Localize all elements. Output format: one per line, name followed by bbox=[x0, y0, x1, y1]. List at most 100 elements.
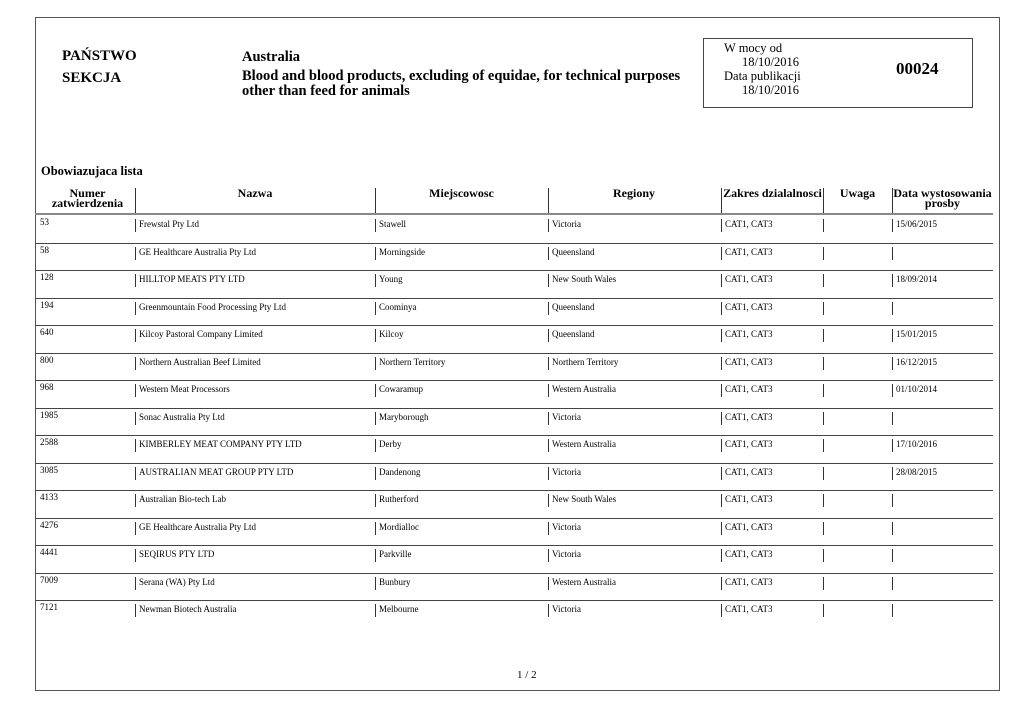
cell-request-date bbox=[892, 246, 896, 260]
cell-number: 800 bbox=[40, 354, 54, 365]
cell-region: Victoria bbox=[548, 521, 581, 535]
table-row: 4133 Australian Bio-tech Lab Rutherford New… bbox=[35, 490, 993, 518]
cell-remark bbox=[823, 384, 827, 397]
cell-request-date: 01/10/2014 bbox=[892, 384, 937, 397]
col-header-region: Regiony bbox=[613, 186, 655, 200]
cell-scope: CAT1, CAT3 bbox=[721, 274, 773, 287]
cell-scope: CAT1, CAT3 bbox=[721, 384, 773, 397]
page-frame bbox=[35, 17, 1000, 691]
col-header-number: Numer zatwierdzenia bbox=[51, 186, 124, 210]
cell-town: Mordialloc bbox=[375, 521, 419, 535]
cell-town: Melbourne bbox=[375, 604, 419, 617]
cell-number: 3085 bbox=[40, 464, 58, 475]
valid-from-date: 18/10/2016 bbox=[742, 55, 799, 69]
table-row: 7121 Newman Biotech Australia Melbourne Vic… bbox=[35, 600, 993, 628]
cell-request-date bbox=[892, 301, 896, 315]
section-value-line1: Blood and blood products, excluding of e… bbox=[242, 68, 681, 84]
col-header-remark: Uwaga bbox=[839, 186, 876, 200]
cell-remark bbox=[823, 439, 827, 452]
table-row: 2588 KIMBERLEY MEAT COMPANY PTY LTD Derby W… bbox=[35, 435, 993, 463]
cell-town: Rutherford bbox=[375, 494, 419, 507]
cell-request-date: 28/08/2015 bbox=[892, 466, 937, 480]
table-row: 968 Western Meat Processors Cowaramup Weste… bbox=[35, 380, 993, 408]
cell-region: Victoria bbox=[548, 219, 581, 232]
cell-region: Queensland bbox=[548, 301, 595, 315]
cell-remark bbox=[823, 301, 827, 315]
published-date: 18/10/2016 bbox=[742, 83, 799, 97]
table-row: 4441 SEQIRUS PTY LTD Parkville Victoria CAT1… bbox=[35, 545, 993, 573]
page-indicator: 1 / 2 bbox=[517, 669, 537, 681]
cell-name: HILLTOP MEATS PTY LTD bbox=[135, 274, 245, 287]
cell-name: Serana (WA) Pty Ltd bbox=[135, 576, 215, 590]
cell-name: Kilcoy Pastoral Company Limited bbox=[135, 329, 263, 342]
cell-scope: CAT1, CAT3 bbox=[721, 521, 773, 535]
cell-name: GE Healthcare Australia Pty Ltd bbox=[135, 521, 256, 535]
table-row: 128 HILLTOP MEATS PTY LTD Young New South W… bbox=[35, 270, 993, 298]
cell-town: Derby bbox=[375, 439, 402, 452]
cell-number: 7121 bbox=[40, 602, 58, 612]
cell-scope: CAT1, CAT3 bbox=[721, 439, 773, 452]
cell-request-date: 17/10/2016 bbox=[892, 439, 937, 452]
col-header-name: Nazwa bbox=[237, 186, 273, 200]
info-box: W mocy od 18/10/2016 Data publikacji 18/… bbox=[703, 38, 973, 108]
table-row: 194 Greenmountain Food Processing Pty Ltd… bbox=[35, 297, 993, 326]
cell-remark bbox=[823, 246, 827, 260]
table-row: 4276 GE Healthcare Australia Pty Ltd Mordi… bbox=[35, 517, 993, 546]
cell-name: Frewstal Pty Ltd bbox=[135, 219, 199, 232]
cell-request-date bbox=[892, 521, 896, 535]
cell-number: 1985 bbox=[40, 409, 58, 420]
published-label: Data publikacji bbox=[724, 69, 801, 83]
table-row: 800 Northern Australian Beef Limited North… bbox=[35, 352, 993, 381]
cell-remark bbox=[823, 494, 827, 507]
cell-remark bbox=[823, 521, 827, 535]
cell-number: 4133 bbox=[40, 492, 58, 502]
cell-town: Dandenong bbox=[375, 466, 421, 480]
table-row: 640 Kilcoy Pastoral Company Limited Kilcoy… bbox=[35, 325, 993, 353]
col-header-town: Miejscowosc bbox=[429, 186, 494, 200]
cell-request-date bbox=[892, 604, 896, 617]
cell-scope: CAT1, CAT3 bbox=[721, 604, 773, 617]
cell-town: Morningside bbox=[375, 246, 425, 260]
cell-region: Queensland bbox=[548, 246, 595, 260]
section-value-line2: other than feed for animals bbox=[242, 83, 410, 99]
cell-request-date: 16/12/2015 bbox=[892, 356, 937, 370]
cell-request-date bbox=[892, 494, 896, 507]
cell-scope: CAT1, CAT3 bbox=[721, 329, 773, 342]
cell-region: Victoria bbox=[548, 604, 581, 617]
cell-request-date bbox=[892, 576, 896, 590]
cell-region: New South Wales bbox=[548, 494, 616, 507]
cell-region: Victoria bbox=[548, 466, 581, 480]
cell-name: SEQIRUS PTY LTD bbox=[135, 549, 214, 562]
cell-name: Newman Biotech Australia bbox=[135, 604, 236, 617]
cell-name: Northern Australian Beef Limited bbox=[135, 356, 261, 370]
cell-number: 968 bbox=[40, 382, 54, 392]
cell-number: 194 bbox=[40, 299, 54, 310]
cell-number: 2588 bbox=[40, 437, 58, 447]
cell-scope: CAT1, CAT3 bbox=[721, 301, 773, 315]
cell-name: GE Healthcare Australia Pty Ltd bbox=[135, 246, 256, 260]
section-label: SEKCJA bbox=[62, 70, 122, 86]
table-row: 7009 Serana (WA) Pty Ltd Bunbury Western Au… bbox=[35, 572, 993, 601]
cell-region: Victoria bbox=[548, 411, 581, 425]
cell-remark bbox=[823, 549, 827, 562]
cell-town: Cowaramup bbox=[375, 384, 423, 397]
cell-name: KIMBERLEY MEAT COMPANY PTY LTD bbox=[135, 439, 302, 452]
cell-town: Young bbox=[375, 274, 403, 287]
cell-scope: CAT1, CAT3 bbox=[721, 549, 773, 562]
cell-town: Northern Territory bbox=[375, 356, 445, 370]
cell-remark bbox=[823, 604, 827, 617]
cell-town: Parkville bbox=[375, 549, 412, 562]
cell-region: Western Australia bbox=[548, 576, 616, 590]
cell-remark bbox=[823, 219, 827, 232]
cell-town: Kilcoy bbox=[375, 329, 404, 342]
cell-number: 7009 bbox=[40, 574, 58, 585]
cell-number: 4441 bbox=[40, 547, 58, 557]
cell-name: Sonac Australia Pty Ltd bbox=[135, 411, 225, 425]
table-row: 3085 AUSTRALIAN MEAT GROUP PTY LTD Dandeno… bbox=[35, 462, 993, 491]
valid-from-label: W mocy od bbox=[724, 41, 783, 55]
cell-scope: CAT1, CAT3 bbox=[721, 576, 773, 590]
cell-region: New South Wales bbox=[548, 274, 616, 287]
cell-remark bbox=[823, 576, 827, 590]
cell-town: Maryborough bbox=[375, 411, 429, 425]
country-label: PAŃSTWO bbox=[62, 48, 137, 64]
